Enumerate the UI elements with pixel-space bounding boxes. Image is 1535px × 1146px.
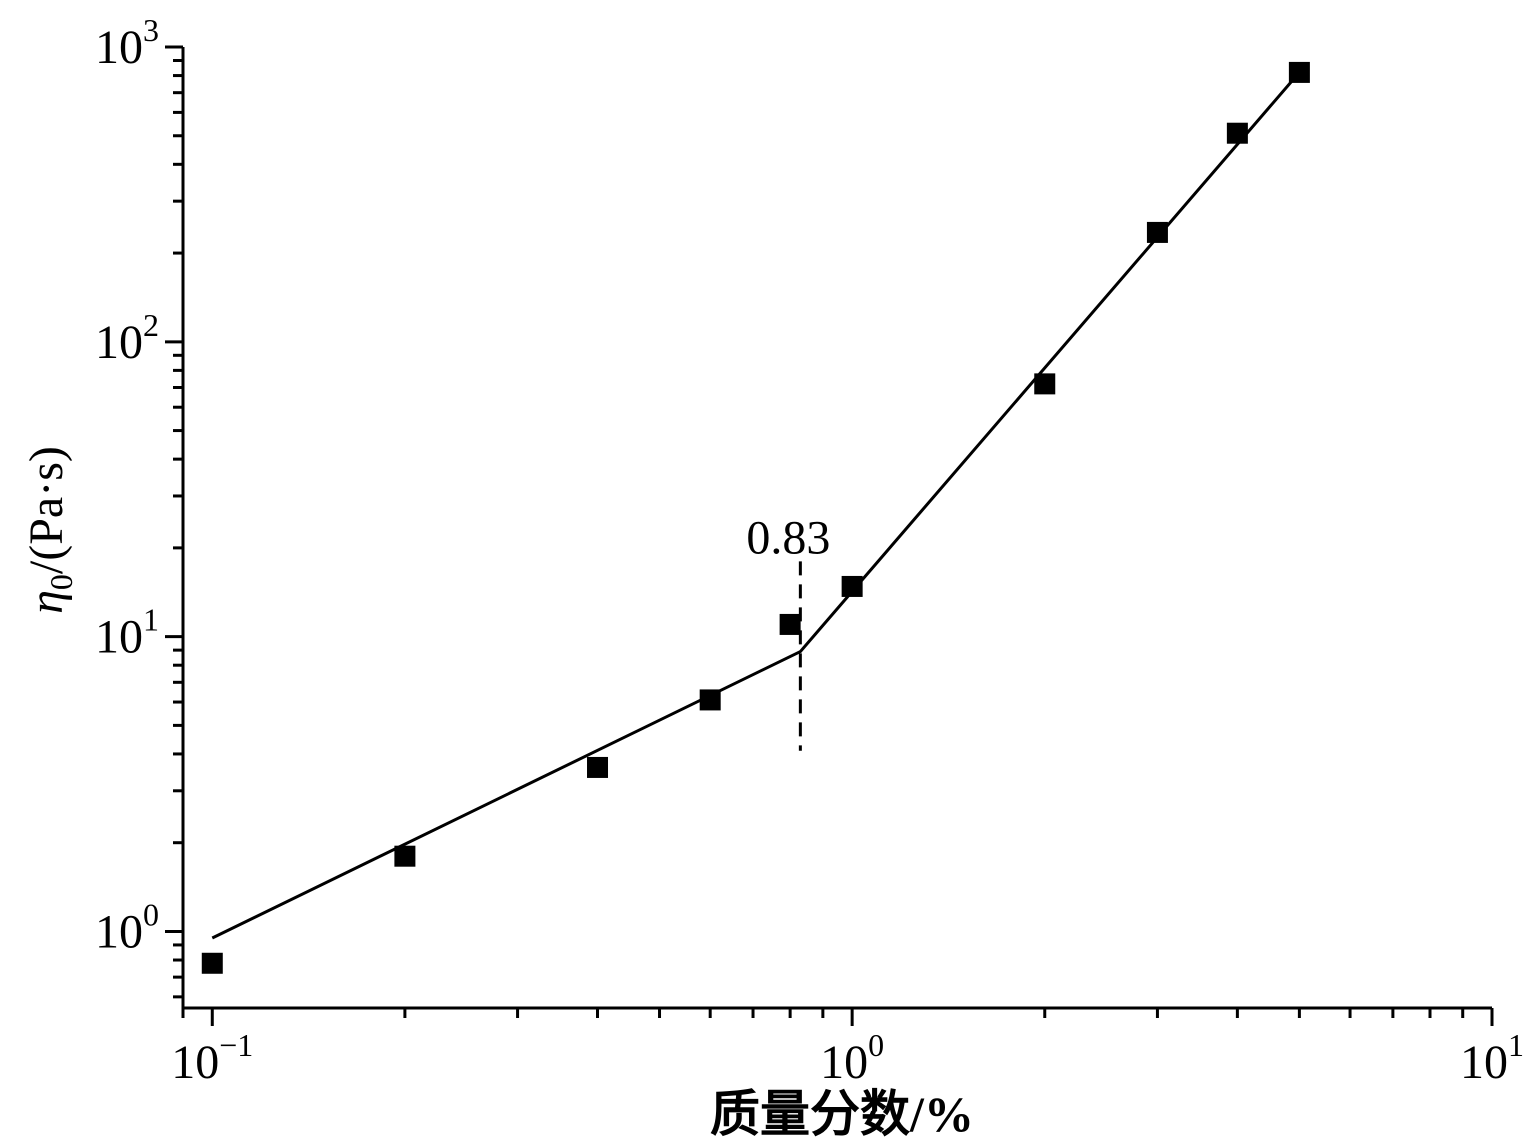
data-point [1288,61,1310,83]
annotation-label: 0.83 [746,511,830,564]
data-point [394,845,416,867]
x-tick-label: 100 [820,1027,884,1089]
data-point [201,952,223,974]
data-point [1146,221,1168,243]
fit-line-group [211,71,1301,940]
data-point [699,689,721,711]
data-point [1226,122,1248,144]
y-tick-label: 103 [95,12,159,74]
x-tick-label: 101 [1460,1027,1524,1089]
ticks [165,45,1494,1026]
y-tick-label: 101 [95,602,159,664]
data-points [201,61,1310,974]
y-axis-label-subscript: 0 [43,574,79,590]
y-tick-label: 100 [95,896,159,958]
axes [181,47,1492,1010]
data-point [779,613,801,635]
tick-labels: 10−1 100 101 100 101 102 103 [95,12,1524,1089]
data-point [1034,373,1056,395]
fit-line [211,71,1301,940]
annotation: 0.83 [746,511,830,751]
y-axis-label-unit: /(Pa·s) [20,446,73,574]
x-tick-label: 10−1 [171,1027,253,1089]
data-point [587,756,609,778]
x-axis-label: 质量分数/% [710,1086,974,1142]
y-axis-label: η0/(Pa·s) [20,446,79,614]
y-tick-label: 102 [95,307,159,369]
data-point [841,575,863,597]
y-axis-label-symbol: η [20,590,73,614]
